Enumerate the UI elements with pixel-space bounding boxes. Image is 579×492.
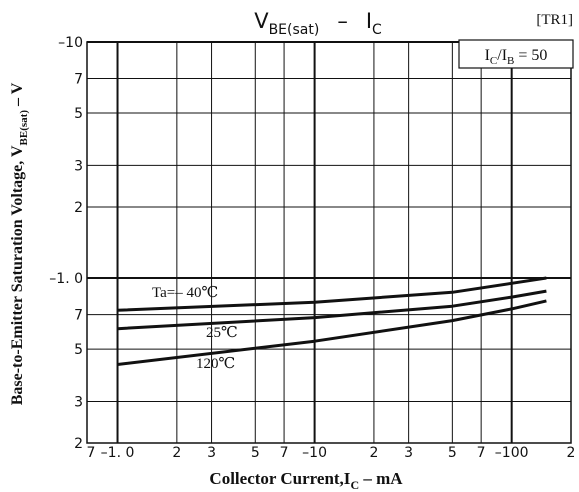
series-label-minus40: Ta=– 40℃ [152,285,218,301]
y-tick-label: 3 [74,158,83,174]
series-line-2 [117,299,547,366]
x-tick-label: –10 [302,445,327,461]
series-lines [117,276,547,366]
y-tick-label: 7 [74,72,83,88]
y-tick-label: –10 [58,35,83,51]
x-tick-label: –100 [495,445,529,461]
y-axis-label: Base-to-Emitter Saturation Voltage, VBE(… [9,82,30,405]
x-tick-label: 7 [477,445,486,461]
y-tick-label: 3 [74,394,83,410]
x-tick-label: 2 [567,445,576,461]
chart-title: VBE(sat) – IC [254,9,382,38]
x-tick-label: 3 [207,445,216,461]
x-tick-label: 5 [251,445,260,461]
x-tick-label: 7 [280,445,289,461]
grid [86,41,572,444]
y-tick-label: 5 [74,342,83,358]
y-tick-label: 2 [74,436,83,452]
x-tick-label: 3 [404,445,413,461]
series-label-25: 25℃ [206,325,238,341]
x-tick-label: 5 [448,445,457,461]
series-label-120: 120℃ [196,356,235,372]
x-tick-label: –1. 0 [101,445,135,461]
condition-label: IC/IB = 50 [485,47,548,67]
y-tick-label: 5 [74,106,83,122]
y-tick-label: 7 [74,308,83,324]
x-axis-label: Collector Current,IC – mA [209,469,403,492]
x-tick-label: 2 [369,445,378,461]
x-tick-label: 2 [172,445,181,461]
y-tick-label: –1. 0 [49,271,83,287]
tick-labels: 7 –1. 0 2 3 5 7 –10 2 3 5 7 –100 2 –10 7 5 3 2 –1. 0 7 5 3 2 [49,35,575,461]
plot-frame [86,41,572,444]
series-line-0 [117,276,547,312]
series-line-1 [117,289,547,331]
y-tick-label: 2 [74,200,83,216]
condition-box [458,39,574,69]
x-tick-label: 7 [87,445,96,461]
chart-tag: [TR1] [536,12,573,28]
